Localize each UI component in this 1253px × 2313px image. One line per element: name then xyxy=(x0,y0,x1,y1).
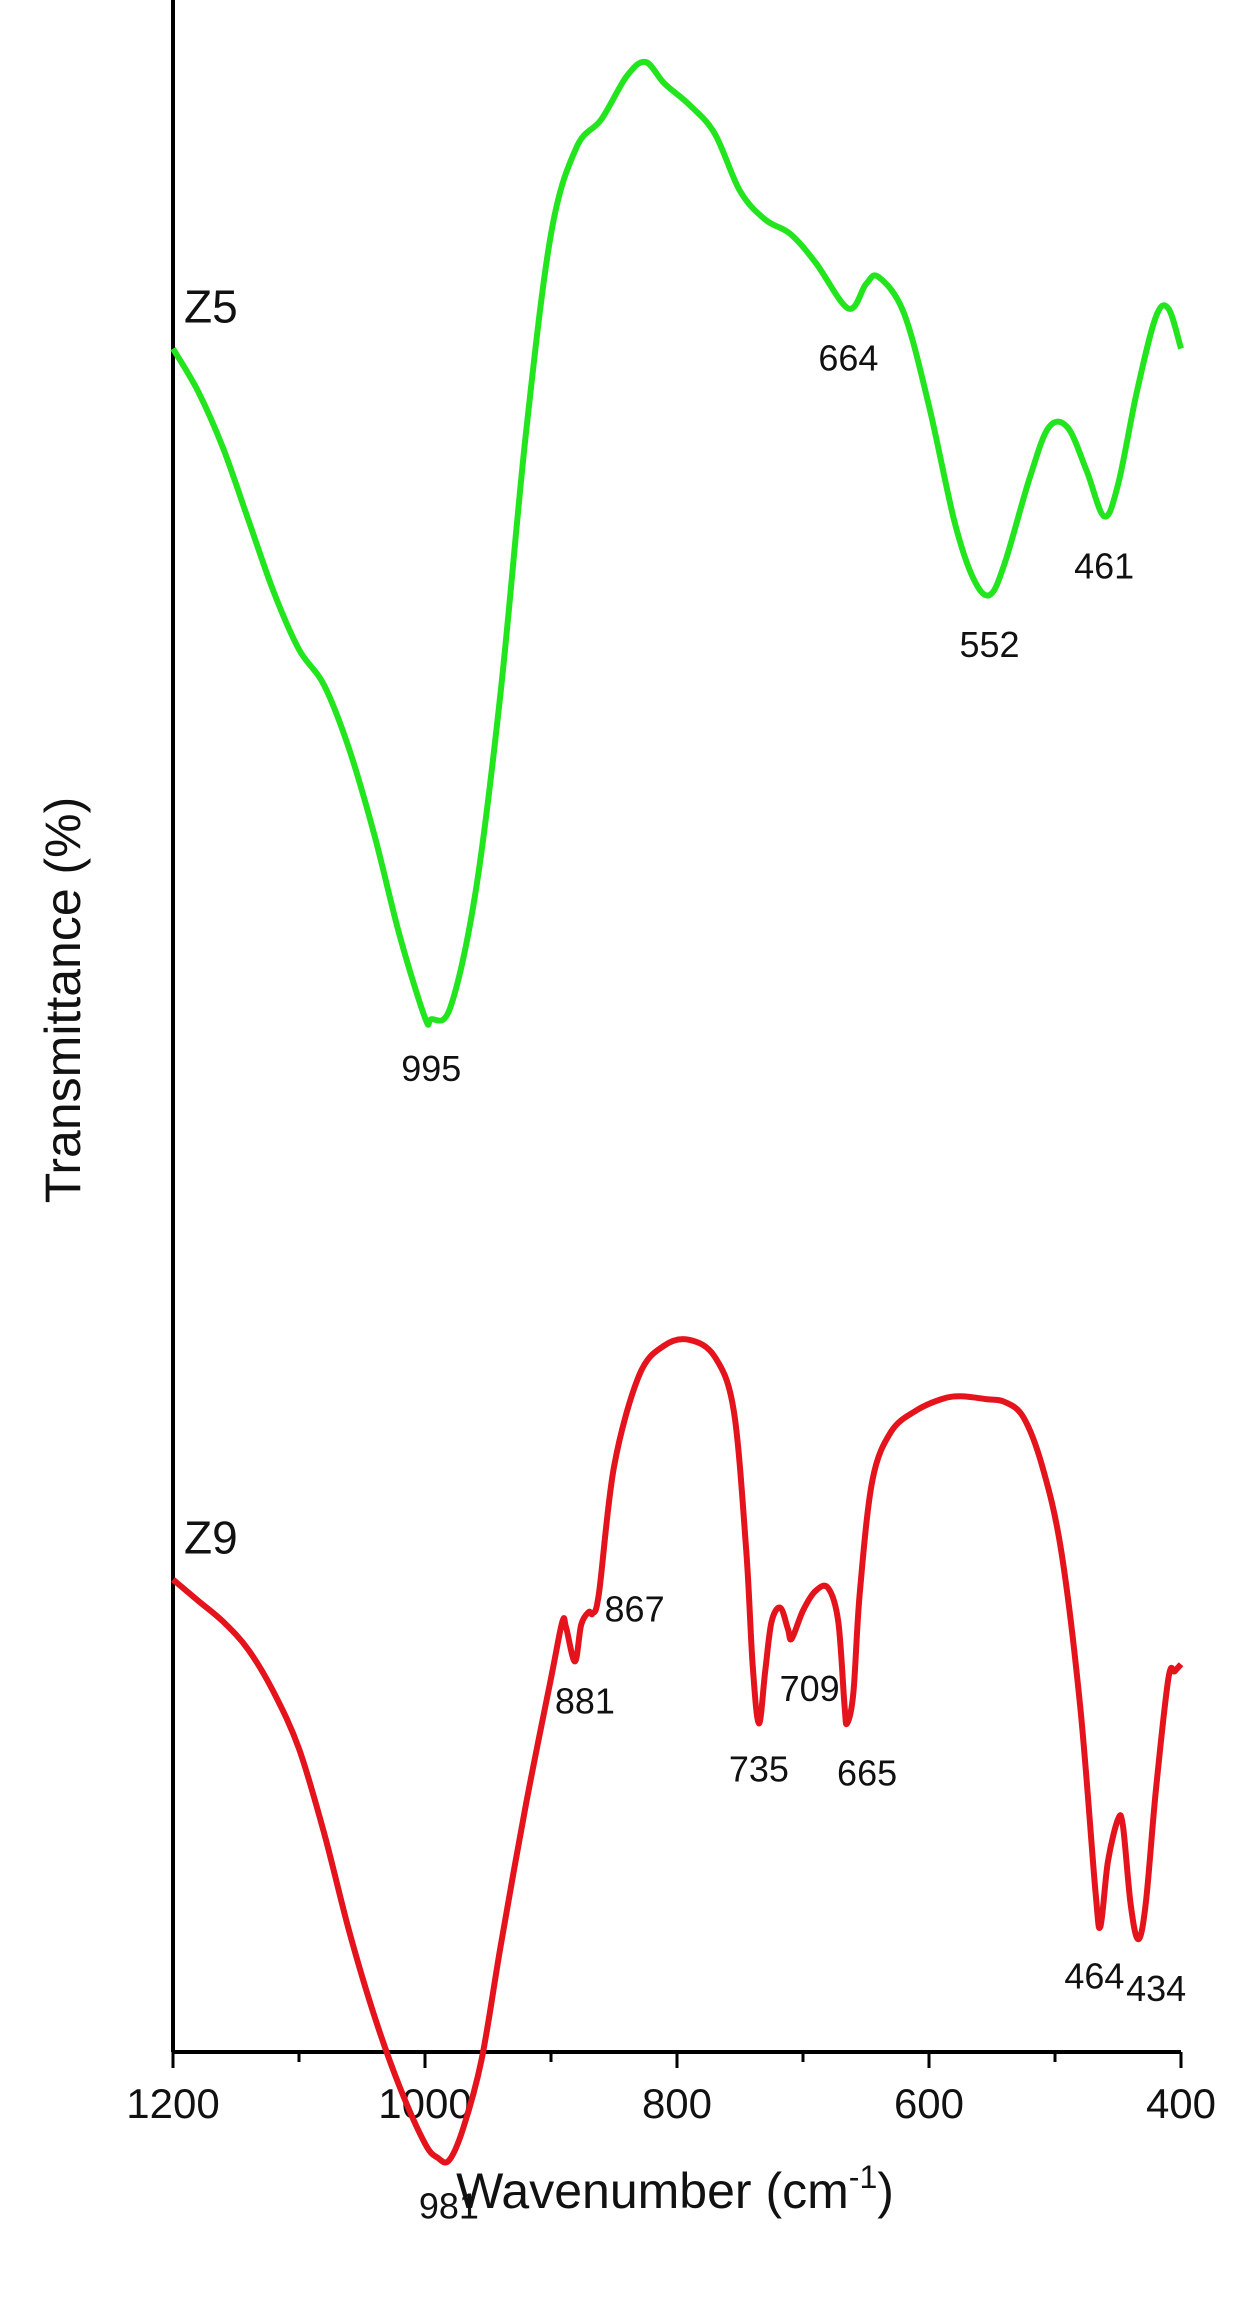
x-tick-label: 1000 xyxy=(378,2080,471,2127)
peak-label: 434 xyxy=(1126,1968,1186,2009)
y-axis-title: Transmittance (%) xyxy=(35,797,91,1204)
x-axis-title: Wavenumber (cm-1) xyxy=(456,2159,894,2219)
peak-label: 881 xyxy=(555,1680,615,1721)
peak-label: 665 xyxy=(837,1752,897,1793)
series-lines xyxy=(170,58,1184,2166)
x-tick-label: 600 xyxy=(894,2080,964,2127)
x-tick-label: 800 xyxy=(642,2080,712,2127)
series-name-z5: Z5 xyxy=(184,281,238,333)
series-line-z5 xyxy=(170,58,1184,1028)
series-name-z9: Z9 xyxy=(184,1512,238,1564)
peak-label: 981 xyxy=(419,2186,479,2227)
peak-label: 867 xyxy=(605,1588,665,1629)
peak-label: 552 xyxy=(959,624,1019,665)
peak-label: 709 xyxy=(780,1668,840,1709)
series-name-labels: Z5 Z9 xyxy=(184,281,238,1564)
x-tick-labels: 1200 1000 800 600 400 xyxy=(126,2080,1216,2127)
x-tick-label: 1200 xyxy=(126,2080,219,2127)
peak-label: 464 xyxy=(1064,1955,1124,1996)
peak-label: 461 xyxy=(1074,545,1134,586)
x-tick-label: 400 xyxy=(1146,2080,1216,2127)
peak-label: 995 xyxy=(401,1048,461,1089)
series-line-z9 xyxy=(171,1336,1184,2166)
peak-label: 735 xyxy=(729,1748,789,1789)
peak-label: 664 xyxy=(818,337,878,378)
peak-labels: 995 664 552 461 981 881 867 735 709 665 464 434 xyxy=(401,337,1186,2226)
x-ticks xyxy=(171,2052,1183,2068)
